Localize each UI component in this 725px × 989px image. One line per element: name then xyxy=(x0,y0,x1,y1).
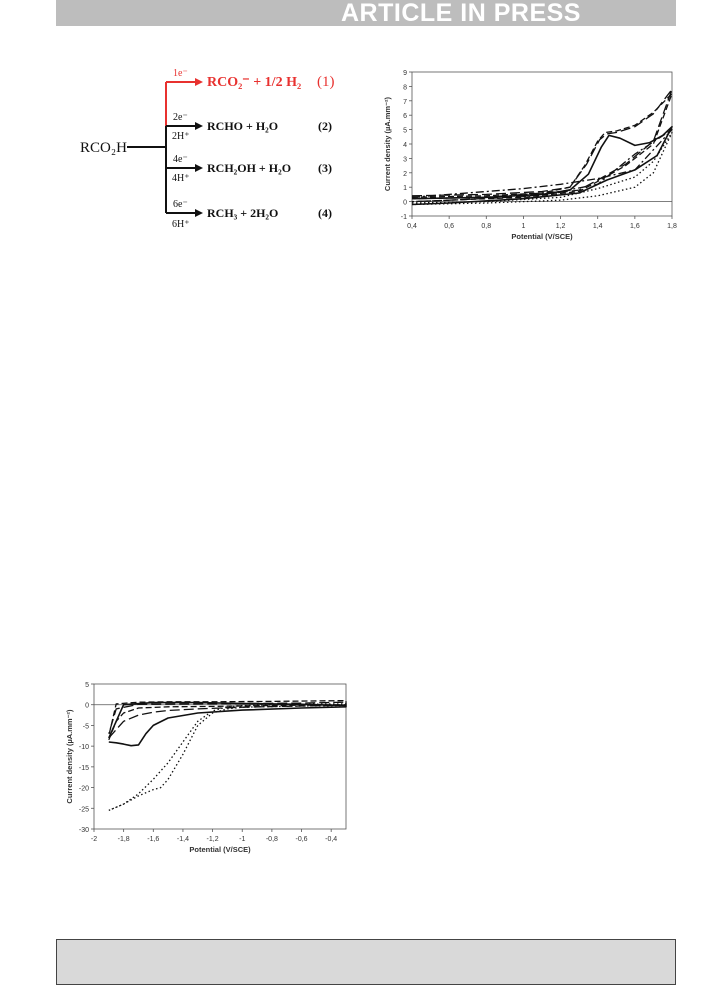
chart1-xtick-label: -0,6 xyxy=(295,836,307,843)
reaction-1: 1e⁻ RCO₂⁻ + 1/2 H₂ (1) xyxy=(166,68,335,90)
chart1-ytick-label: -15 xyxy=(79,765,89,772)
chart1-series-dotted xyxy=(108,703,347,811)
reaction-3-protons: 4H⁺ xyxy=(172,173,190,184)
chart1-series-dashed xyxy=(108,699,347,741)
chart1-ytick-label: -30 xyxy=(79,827,89,834)
chart0-series-dotted xyxy=(411,131,673,206)
reaction-4-number: (4) xyxy=(318,206,332,220)
chart1-xtick-label: -0,8 xyxy=(266,836,278,843)
reaction-1-product: RCO₂⁻ + 1/2 H₂ xyxy=(207,75,301,90)
chart0-ytick-label: 7 xyxy=(403,99,407,106)
chart0-xtick-label: 1,2 xyxy=(556,223,566,230)
banner-text: ARTICLE IN PRESS xyxy=(341,0,581,27)
chart0-ytick-label: 2 xyxy=(403,171,407,178)
chart0-ytick-label: 5 xyxy=(403,128,407,135)
reaction-2-product: RCHO + H₂O xyxy=(207,119,278,133)
reaction-2-protons: 2H⁺ xyxy=(172,131,190,142)
reaction-3-product: RCH₂OH + H₂O xyxy=(207,161,291,175)
reaction-2: 2e⁻ 2H⁺ RCHO + H₂O (2) xyxy=(166,112,332,142)
chart0-xtick-label: 0,4 xyxy=(407,223,417,230)
chart0-xtick-label: 0,8 xyxy=(481,223,491,230)
reaction-2-electrons: 2e⁻ xyxy=(173,112,188,123)
reaction-4: 6e⁻ 6H⁺ RCH₃ + 2H₂O (4) xyxy=(166,199,332,230)
reaction-2-number: (2) xyxy=(318,119,332,133)
reaction-3-arrowhead xyxy=(195,164,203,172)
chart0-xlabel: Potential (V/SCE) xyxy=(511,232,573,241)
chart0-ytick-label: 3 xyxy=(403,156,407,163)
chart0-ytick-label: 4 xyxy=(403,142,407,149)
chart1-xtick-label: -1,6 xyxy=(147,836,159,843)
reaction-1-arrowhead xyxy=(195,78,203,86)
chart0-xtick-label: 1,6 xyxy=(630,223,640,230)
reaction-4-product: RCH₃ + 2H₂O xyxy=(207,206,278,220)
chart1-xtick-label: -1 xyxy=(239,836,245,843)
chart0-ytick-label: 8 xyxy=(403,84,407,91)
chart1-xlabel: Potential (V/SCE) xyxy=(189,845,251,854)
chart1-plot-frame xyxy=(93,683,347,830)
reaction-1-number: (1) xyxy=(317,74,335,90)
chart0-xtick-label: 1,4 xyxy=(593,223,603,230)
reaction-4-arrowhead xyxy=(195,209,203,217)
chart1-ytick-label: -10 xyxy=(79,744,89,751)
reaction-4-protons: 6H⁺ xyxy=(172,219,190,230)
chart1-xtick-label: -1,4 xyxy=(177,836,189,843)
chart1-ytick-label: 0 xyxy=(85,703,89,710)
chart1-ytick-label: 5 xyxy=(85,682,89,689)
chart0-xtick-label: 1,8 xyxy=(667,223,677,230)
chart1-ytick-label: -25 xyxy=(79,806,89,813)
chart0-xtick-label: 1 xyxy=(521,223,525,230)
chart0-ytick-label: 0 xyxy=(403,200,407,207)
chart1-xtick-label: -1,8 xyxy=(118,836,130,843)
article-in-press-banner: ARTICLE IN PRESS xyxy=(56,0,676,26)
chart0-xtick-label: 0,6 xyxy=(444,223,454,230)
chart1-ytick-label: -5 xyxy=(83,723,89,730)
chart0-ytick-label: 1 xyxy=(403,185,407,192)
chart0-series-dashed xyxy=(411,92,673,203)
reaction-3-electrons: 4e⁻ xyxy=(173,154,188,165)
chart0-series-dash-dot xyxy=(411,128,673,200)
reaction-3: 4e⁻ 4H⁺ RCH₂OH + H₂O (3) xyxy=(166,154,332,184)
footer-citation-box xyxy=(56,939,676,985)
chart0-ytick-label: 6 xyxy=(403,113,407,120)
chart1-ytick-label: -20 xyxy=(79,786,89,793)
chart1-xtick-label: -1,2 xyxy=(207,836,219,843)
chart0-ytick-label: -1 xyxy=(401,214,407,221)
chart1-series-solid xyxy=(108,701,347,747)
chart1-ylabel: Current density (µA.mm⁻²) xyxy=(65,709,74,804)
chart1-xtick-label: -0,4 xyxy=(325,836,337,843)
reaction-2-arrowhead xyxy=(195,122,203,130)
scheme-reactant: RCO₂H xyxy=(80,140,127,156)
chart0-ylabel: Current density (µA.mm⁻²) xyxy=(383,96,392,191)
chart1-xtick-label: -2 xyxy=(91,836,97,843)
reaction-4-electrons: 6e⁻ xyxy=(173,199,188,210)
chart0-ytick-label: 9 xyxy=(403,70,407,77)
reaction-3-number: (3) xyxy=(318,161,332,175)
reaction-1-electrons: 1e⁻ xyxy=(173,68,188,79)
